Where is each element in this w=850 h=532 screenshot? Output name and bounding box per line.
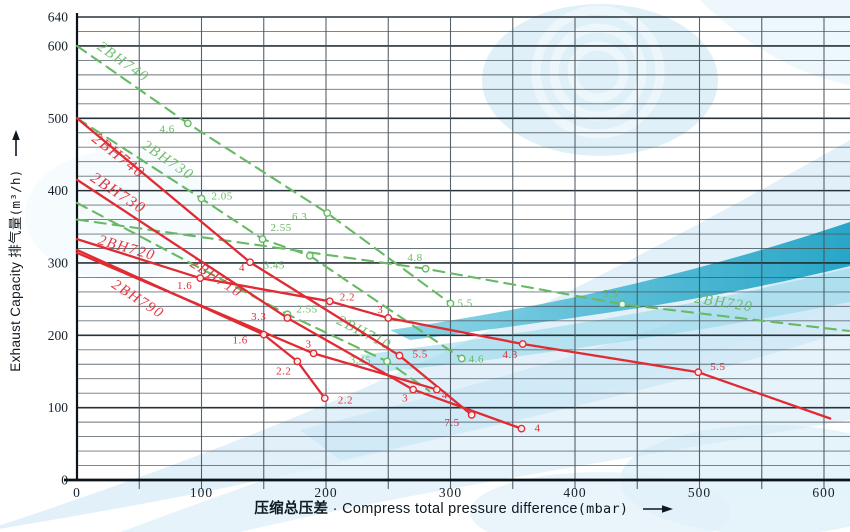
- data-point-label: 3: [402, 393, 408, 405]
- data-point-label: 7.5: [444, 417, 459, 429]
- ripple-rings: [531, 5, 665, 139]
- data-point-marker: [446, 299, 455, 308]
- data-point-marker: [259, 330, 268, 339]
- data-point-marker: [323, 209, 332, 217]
- x-tick-label: 0: [73, 485, 81, 500]
- y-axis-title-cn: 排气量: [8, 216, 23, 258]
- x-axis-title: 压缩总压差 · Compress total pressure differen…: [77, 497, 850, 518]
- x-axis-title-cn: 压缩总压差: [254, 501, 329, 517]
- series-name-label-2BH720-dashed: 2BH720: [693, 291, 754, 316]
- data-point-label: 4.8: [407, 252, 422, 264]
- data-point-marker: [197, 194, 206, 203]
- data-point-label: 2.55: [271, 222, 292, 234]
- y-tick-label: 400: [48, 183, 69, 198]
- data-point-label: 1.6: [233, 335, 248, 347]
- data-point-marker: [246, 258, 254, 267]
- data-point-label: 4.6: [469, 353, 484, 365]
- series-line-2BH730-solid: [75, 178, 523, 430]
- data-point-marker: [432, 385, 441, 394]
- y-tick-label: 600: [48, 38, 69, 53]
- data-point-label: 3: [377, 304, 383, 316]
- data-point-marker: [421, 264, 430, 273]
- data-point-marker: [320, 394, 329, 403]
- data-point-label: 3.3: [251, 311, 266, 323]
- data-point-marker: [258, 235, 267, 243]
- series-line-2BH710-dashed: [75, 201, 431, 393]
- data-point-label: 4: [239, 262, 245, 274]
- data-point-label: 4: [442, 390, 448, 402]
- x-axis-title-en: Compress total pressure difference: [342, 501, 578, 517]
- series-name-label-2BH790-solid: 2BH790: [109, 277, 167, 323]
- y-axis-title-en: Exhaust Capacity: [8, 261, 23, 372]
- data-point-label: 5.5: [710, 361, 725, 373]
- data-point-marker: [383, 357, 391, 366]
- y-axis-arrow-icon: [12, 130, 20, 157]
- y-tick-label: 100: [48, 400, 69, 415]
- data-point-marker: [196, 274, 205, 283]
- y-axis-title: Exhaust Capacity 排气量(m³/h): [4, 91, 23, 411]
- y-tick-label: 200: [48, 328, 69, 343]
- data-point-label: 2.55: [296, 303, 317, 315]
- data-point-label: 4: [534, 423, 540, 435]
- data-point-label: 1.6: [177, 280, 192, 292]
- y-axis-unit: (m³/h): [8, 169, 23, 217]
- data-point-label: 6.3: [292, 211, 307, 223]
- x-tick-label: 500: [688, 485, 711, 500]
- data-point-marker: [518, 340, 527, 348]
- data-point-marker: [409, 385, 418, 394]
- data-point-marker: [309, 349, 318, 358]
- data-point-label: 4.3: [502, 349, 517, 361]
- y-tick-label: 300: [48, 255, 69, 270]
- data-point-label: 5.5: [458, 297, 473, 309]
- data-point-label: 2.2: [338, 394, 353, 406]
- data-point-marker: [457, 354, 466, 363]
- series-line-2BH710-solid: [75, 248, 326, 400]
- series-line-2BH730-dashed: [75, 117, 463, 360]
- data-point-label: 2.05: [212, 191, 233, 203]
- data-point-marker: [293, 357, 302, 366]
- series-name-label-2BH720-solid: 2BH720: [96, 232, 157, 264]
- y-tick-label: 500: [48, 111, 69, 126]
- data-point-marker: [325, 297, 334, 306]
- x-tick-label: 400: [563, 485, 586, 500]
- x-axis-title-sep: ·: [332, 501, 338, 517]
- data-point-marker: [395, 351, 404, 360]
- series-line-2BH740-dashed: [75, 44, 452, 305]
- data-point-marker: [517, 424, 526, 433]
- soft-blob: [25, 150, 215, 280]
- data-point-marker: [694, 368, 703, 377]
- data-point-marker: [384, 314, 393, 322]
- data-point-label: 3: [306, 338, 312, 350]
- x-tick-label: 600: [812, 485, 835, 500]
- data-point-label: 5.3: [603, 288, 618, 300]
- corner-swirl: [700, 0, 850, 85]
- cloud-blob: [470, 472, 730, 532]
- x-axis-unit: (mbar): [577, 501, 629, 517]
- y-tick-label: 0: [61, 473, 68, 488]
- x-tick-label: 100: [190, 485, 213, 500]
- series-line-2BH740-solid: [75, 117, 473, 417]
- x-tick-label: 200: [314, 485, 337, 500]
- data-point-label: 5.5: [412, 349, 427, 361]
- data-point-marker: [283, 314, 292, 322]
- series-line-2BH720-dashed: [75, 218, 850, 333]
- y-tick-label: 640: [48, 10, 69, 25]
- x-tick-label: 300: [439, 485, 462, 500]
- x-axis-arrow-icon: [642, 505, 673, 513]
- data-point-label: 3.45: [264, 260, 285, 272]
- data-point-label: 2.2: [340, 291, 355, 303]
- data-point-label: 4.6: [160, 123, 175, 135]
- data-point-marker: [618, 300, 627, 309]
- data-point-marker: [183, 119, 192, 128]
- cyan-band: [360, 268, 850, 372]
- data-point-label: 2.2: [276, 365, 291, 377]
